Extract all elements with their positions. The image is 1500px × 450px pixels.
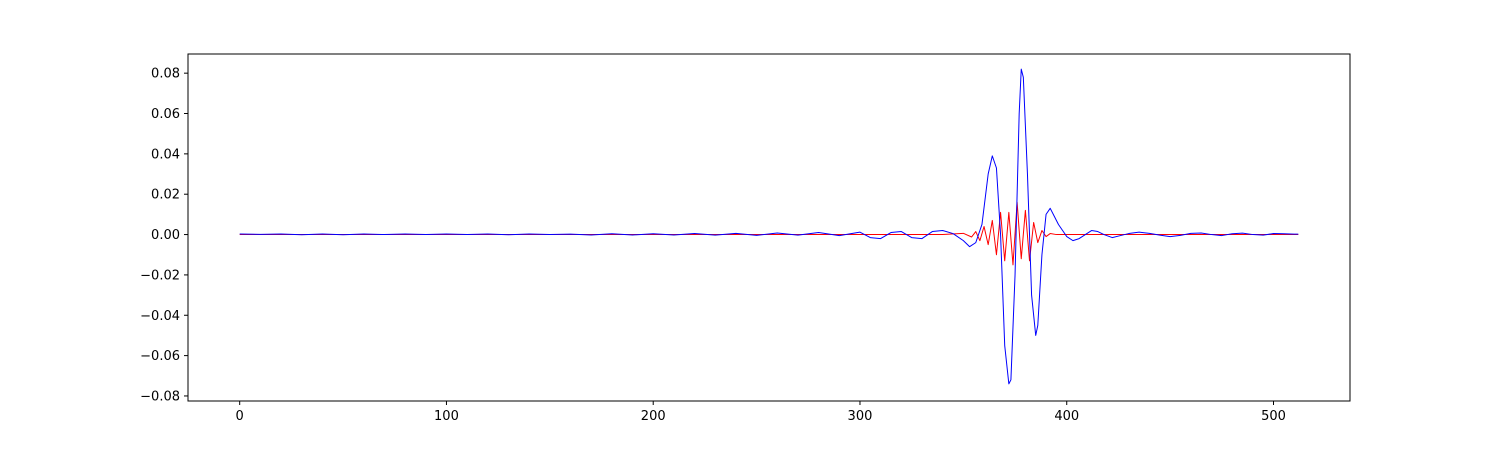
y-tick-label: 0.02 bbox=[151, 188, 180, 203]
series-layer bbox=[239, 68, 1299, 385]
y-tick-label: −0.04 bbox=[140, 309, 180, 324]
y-tick-label: 0.00 bbox=[151, 228, 180, 243]
x-tick-label: 300 bbox=[848, 409, 873, 424]
x-axis: 0 100 200 300 400 500 bbox=[236, 401, 1286, 424]
y-tick-label: 0.04 bbox=[151, 147, 180, 162]
series-line-1 bbox=[239, 201, 1299, 266]
x-tick-label: 400 bbox=[1054, 409, 1079, 424]
y-tick-label: −0.08 bbox=[140, 389, 180, 404]
x-tick-label: 200 bbox=[641, 409, 666, 424]
y-axis: −0.08 −0.06 −0.04 −0.02 0.00 0.02 0.04 0.06 0.08 bbox=[140, 67, 188, 404]
x-tick-label: 100 bbox=[434, 409, 459, 424]
y-tick-label: −0.02 bbox=[140, 268, 180, 283]
series-line-2 bbox=[239, 68, 1299, 385]
y-tick-label: −0.06 bbox=[140, 349, 180, 364]
x-tick-label: 500 bbox=[1261, 409, 1286, 424]
plot-frame bbox=[187, 53, 1351, 402]
y-tick-label: 0.06 bbox=[151, 107, 180, 122]
y-tick-label: 0.08 bbox=[151, 67, 180, 82]
x-tick-label: 0 bbox=[236, 409, 244, 424]
